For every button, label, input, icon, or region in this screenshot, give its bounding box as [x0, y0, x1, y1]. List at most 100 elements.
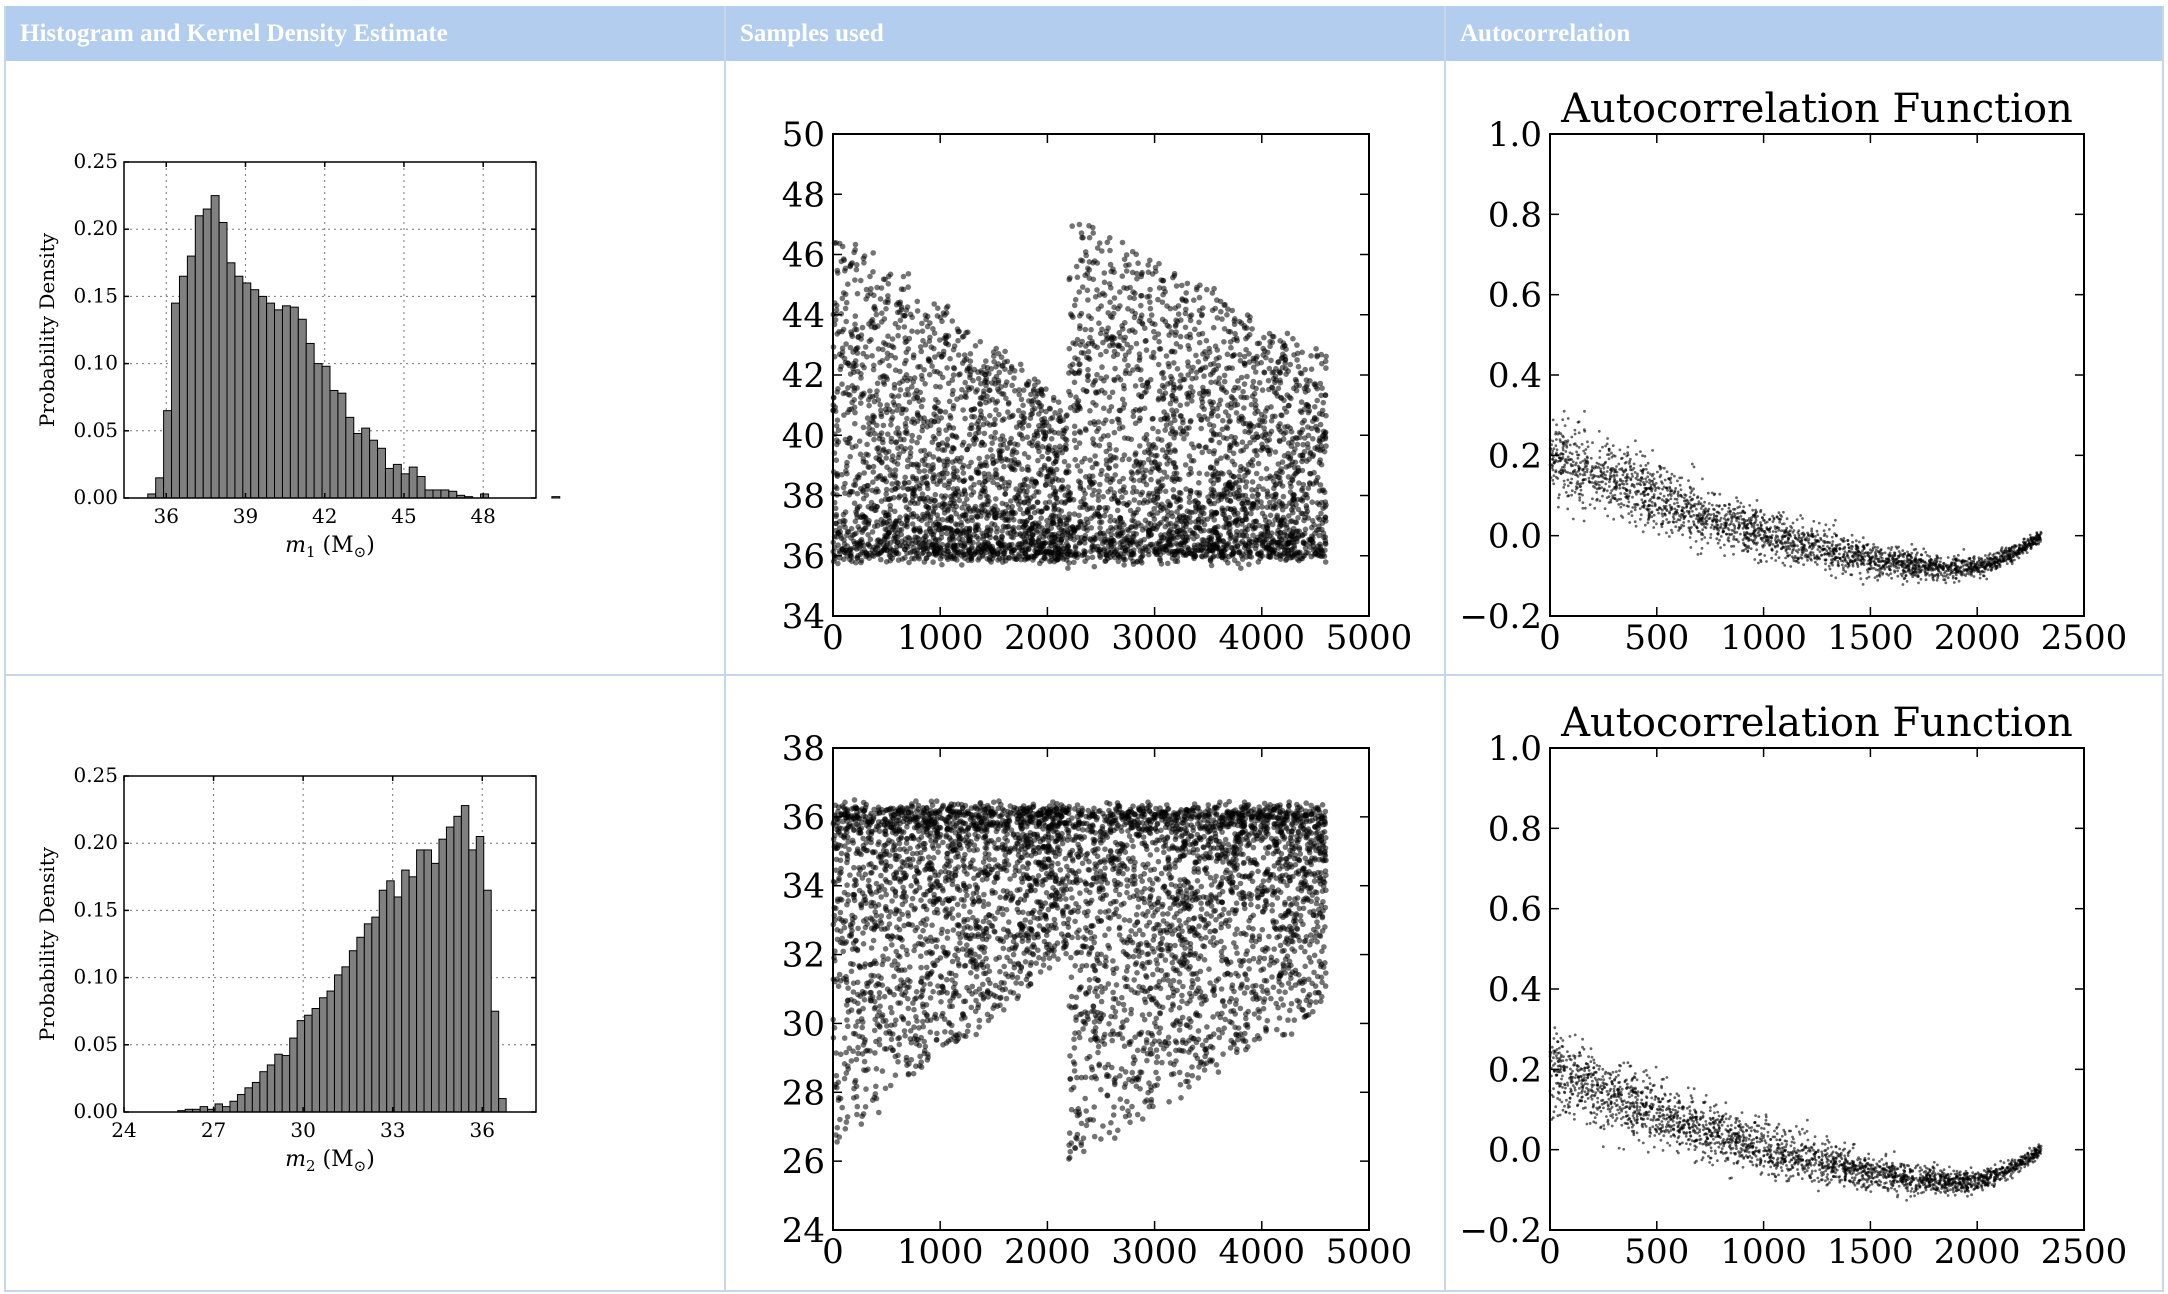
sample-point	[932, 354, 938, 360]
acf-point	[1819, 550, 1822, 553]
sample-point	[1239, 501, 1245, 507]
sample-point	[1104, 477, 1110, 483]
sample-point	[1108, 514, 1114, 520]
sample-point	[1221, 339, 1227, 345]
sample-point	[853, 242, 859, 248]
sample-point	[1109, 419, 1115, 425]
sample-point	[931, 479, 937, 485]
sample-point	[1173, 305, 1179, 311]
sample-point	[1085, 507, 1091, 513]
sample-point	[866, 518, 872, 524]
sample-point	[1250, 493, 1256, 499]
sample-point	[1232, 322, 1238, 328]
sample-point	[848, 546, 854, 552]
sample-point	[1232, 385, 1238, 391]
sample-point	[837, 352, 843, 358]
sample-point	[1072, 303, 1078, 309]
sample-point	[1175, 366, 1181, 372]
sample-point	[1062, 493, 1068, 499]
sample-point	[875, 523, 881, 529]
x-tick-label: 5000	[1326, 618, 1413, 658]
x-axis-label-close: )	[366, 533, 375, 558]
sample-point	[1260, 511, 1266, 517]
sample-point	[985, 494, 991, 500]
sample-point	[912, 375, 918, 381]
sample-point	[929, 344, 935, 350]
sample-point	[924, 481, 930, 487]
sample-point	[1080, 284, 1086, 290]
sample-point	[1203, 444, 1209, 450]
acf-point	[1612, 518, 1615, 521]
sample-point	[983, 358, 989, 364]
sample-point	[1178, 403, 1184, 409]
sample-point	[922, 448, 928, 454]
sample-point	[870, 250, 876, 256]
sample-point	[1060, 528, 1066, 534]
sample-point	[1196, 359, 1202, 365]
sample-point	[1156, 362, 1162, 368]
sample-point	[937, 337, 943, 343]
sample-point	[1282, 343, 1288, 349]
sample-point	[984, 533, 990, 539]
sample-point	[1196, 320, 1202, 326]
sample-point	[1044, 529, 1050, 535]
histogram-bar	[267, 303, 275, 498]
sample-point	[843, 292, 849, 298]
sample-point	[1130, 471, 1136, 477]
histogram-bar	[227, 263, 235, 498]
sample-point	[976, 419, 982, 425]
sample-point	[1310, 436, 1316, 442]
sample-point	[1172, 448, 1178, 454]
sample-point	[1066, 370, 1072, 376]
sample-point	[918, 528, 924, 534]
sample-point	[1081, 496, 1087, 502]
sample-point	[1131, 485, 1137, 491]
sample-point	[897, 515, 903, 521]
sample-point	[899, 286, 905, 292]
sample-point	[909, 315, 915, 321]
sample-point	[1016, 502, 1022, 508]
sample-point	[1271, 486, 1277, 492]
sample-point	[875, 323, 881, 329]
sample-point	[1060, 417, 1066, 423]
sample-point	[939, 526, 945, 532]
sample-point	[1289, 477, 1295, 483]
sample-point	[841, 391, 847, 397]
sample-point	[943, 409, 949, 415]
sample-point	[1099, 468, 1105, 474]
sample-point	[996, 378, 1002, 384]
sample-point	[978, 513, 984, 519]
sample-point	[1103, 332, 1109, 338]
x-tick-label: 36	[154, 504, 179, 528]
sample-point	[896, 433, 902, 439]
y-tick-label: 34	[782, 597, 825, 637]
sample-point	[1293, 460, 1299, 466]
sample-point	[897, 301, 903, 307]
sample-point	[1096, 320, 1102, 326]
sample-point	[1144, 347, 1150, 353]
sample-point	[951, 425, 957, 431]
sample-point	[964, 508, 970, 514]
sample-point	[1222, 379, 1228, 385]
sample-point	[1178, 528, 1184, 534]
sample-point	[1196, 332, 1202, 338]
sample-point	[1294, 383, 1300, 389]
sample-point	[1227, 482, 1233, 488]
sample-point	[1164, 461, 1170, 467]
sample-point	[1298, 370, 1304, 376]
sample-point	[1143, 518, 1149, 524]
sample-point	[913, 540, 919, 546]
sample-point	[1143, 338, 1149, 344]
sample-point	[1090, 492, 1096, 498]
sample-point	[1122, 357, 1128, 363]
sample-point	[1130, 539, 1136, 545]
sample-point	[1295, 442, 1301, 448]
sample-point	[1308, 353, 1314, 359]
sample-point	[1156, 339, 1162, 345]
sample-point	[1104, 551, 1110, 557]
sample-point	[878, 296, 884, 302]
sample-point	[1165, 381, 1171, 387]
sample-point	[1268, 504, 1274, 510]
sample-point	[1151, 506, 1157, 512]
sample-point	[1116, 500, 1122, 506]
